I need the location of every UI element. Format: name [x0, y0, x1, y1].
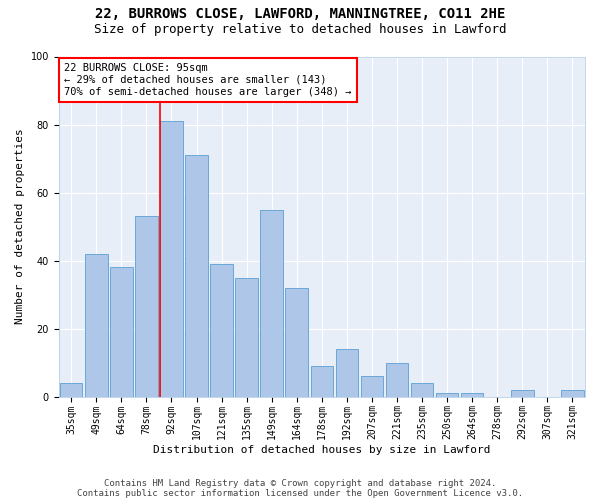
Bar: [160, 121, 183, 396]
Bar: [185, 155, 208, 396]
Bar: [85, 254, 107, 396]
Bar: [561, 390, 584, 396]
Bar: [335, 349, 358, 397]
Text: Size of property relative to detached houses in Lawford: Size of property relative to detached ho…: [94, 22, 506, 36]
Bar: [110, 268, 133, 396]
Bar: [311, 366, 333, 396]
Bar: [135, 216, 158, 396]
Bar: [260, 210, 283, 396]
Bar: [286, 288, 308, 397]
Y-axis label: Number of detached properties: Number of detached properties: [15, 128, 25, 324]
Bar: [361, 376, 383, 396]
Text: 22 BURROWS CLOSE: 95sqm
← 29% of detached houses are smaller (143)
70% of semi-d: 22 BURROWS CLOSE: 95sqm ← 29% of detache…: [64, 64, 352, 96]
Bar: [386, 362, 408, 396]
Text: 22, BURROWS CLOSE, LAWFORD, MANNINGTREE, CO11 2HE: 22, BURROWS CLOSE, LAWFORD, MANNINGTREE,…: [95, 8, 505, 22]
Bar: [511, 390, 533, 396]
Bar: [210, 264, 233, 396]
X-axis label: Distribution of detached houses by size in Lawford: Distribution of detached houses by size …: [153, 445, 491, 455]
Bar: [411, 383, 433, 396]
Text: Contains HM Land Registry data © Crown copyright and database right 2024.: Contains HM Land Registry data © Crown c…: [104, 478, 496, 488]
Bar: [60, 383, 82, 396]
Bar: [436, 393, 458, 396]
Text: Contains public sector information licensed under the Open Government Licence v3: Contains public sector information licen…: [77, 488, 523, 498]
Bar: [235, 278, 258, 396]
Bar: [461, 393, 484, 396]
